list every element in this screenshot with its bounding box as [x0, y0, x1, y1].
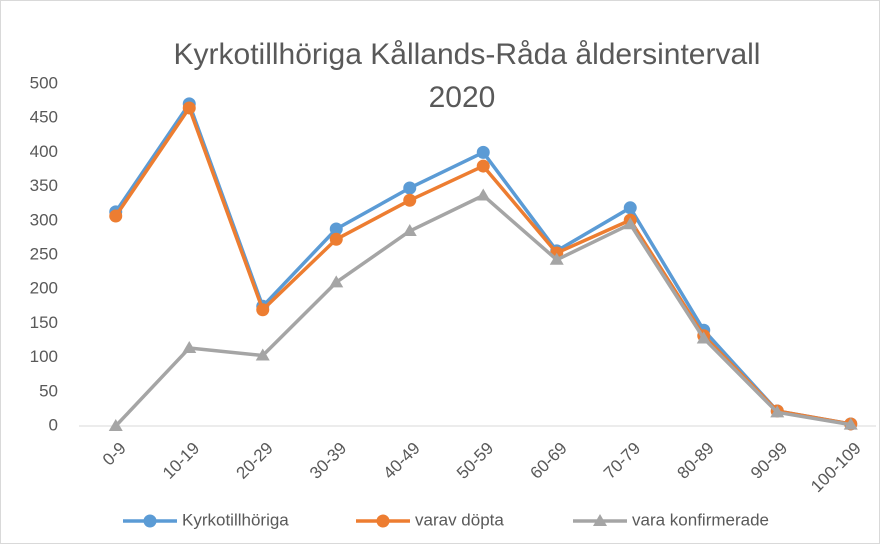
data-point	[403, 193, 417, 207]
data-point	[109, 209, 123, 223]
data-point	[329, 222, 343, 236]
data-point	[255, 348, 270, 361]
y-tick-label: 150	[30, 313, 58, 332]
data-point	[476, 145, 490, 159]
y-tick-label: 50	[39, 381, 58, 400]
data-point	[329, 232, 343, 246]
legend-label: varav döpta	[415, 510, 504, 529]
data-point	[182, 341, 197, 354]
y-tick-label: 400	[30, 142, 58, 161]
data-point	[476, 188, 491, 201]
data-point	[549, 252, 564, 265]
data-point	[329, 275, 344, 288]
data-point	[108, 419, 123, 431]
y-tick-label: 100	[30, 347, 58, 366]
y-tick-label: 250	[30, 244, 58, 263]
legend-label: vara konfirmerade	[632, 510, 769, 529]
data-point	[476, 159, 490, 173]
legend-marker	[143, 514, 157, 528]
data-point	[256, 303, 270, 317]
data-point	[843, 417, 858, 430]
legend-marker	[593, 514, 607, 526]
y-tick-label: 200	[30, 279, 58, 298]
chart-title: 2020	[429, 81, 496, 114]
data-point	[403, 181, 417, 195]
data-point	[402, 224, 417, 237]
y-tick-label: 500	[30, 73, 58, 92]
data-point	[696, 331, 711, 344]
y-tick-label: 300	[30, 210, 58, 229]
data-point	[182, 101, 196, 115]
y-tick-label: 450	[30, 108, 58, 127]
data-point	[623, 217, 638, 230]
y-tick-label: 0	[49, 415, 58, 434]
legend-label: Kyrkotillhöriga	[182, 510, 289, 529]
data-point	[770, 405, 785, 418]
legend-marker	[376, 514, 390, 528]
chart-title: Kyrkotillhöriga Kållands-Råda åldersinte…	[174, 38, 761, 71]
y-tick-label: 350	[30, 176, 58, 195]
data-point	[623, 201, 637, 215]
